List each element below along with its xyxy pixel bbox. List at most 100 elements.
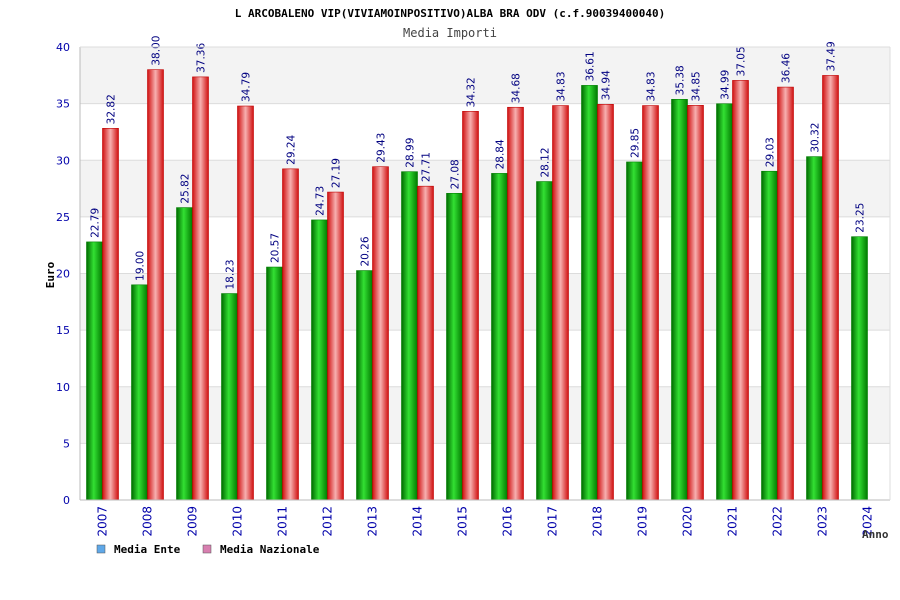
chart-subtitle: Media Importi (403, 26, 497, 40)
bar-media-ente (446, 193, 463, 501)
data-label-media-nazionale: 34.83 (646, 71, 658, 101)
bar-media-nazionale (687, 105, 704, 501)
data-label-media-ente: 20.57 (270, 233, 282, 263)
data-label-media-nazionale: 27.19 (331, 158, 343, 188)
bar-media-nazionale (507, 106, 524, 501)
data-label-media-nazionale: 37.05 (736, 46, 748, 76)
data-label-media-ente: 24.73 (315, 186, 327, 216)
legend-label-media-ente: Media Ente (114, 543, 181, 556)
data-label-media-nazionale: 29.24 (286, 134, 298, 164)
legend-label-media-nazionale: Media Nazionale (220, 543, 320, 556)
bar-media-nazionale (102, 128, 119, 501)
data-label-media-nazionale: 34.83 (556, 71, 568, 101)
plot-band (80, 273, 890, 331)
x-tick-label: 2008 (141, 506, 155, 537)
y-tick-label: 20 (56, 268, 70, 281)
bar-media-ente (266, 266, 283, 501)
bar-media-ente (131, 284, 148, 501)
bar-media-nazionale (732, 80, 749, 501)
bar-media-nazionale (777, 86, 794, 501)
bar-media-ente (626, 161, 643, 501)
data-label-media-ente: 20.26 (360, 236, 372, 266)
y-tick-label: 0 (63, 494, 70, 507)
bar-media-nazionale (237, 105, 254, 501)
legend-swatch-media-nazionale (202, 544, 212, 554)
data-label-media-nazionale: 37.36 (196, 43, 208, 73)
data-label-media-ente: 28.84 (495, 139, 507, 169)
y-axis-label: Euro (44, 261, 57, 288)
x-tick-label: 2024 (861, 506, 875, 537)
x-axis-label: Anno (862, 528, 889, 541)
data-label-media-ente: 22.79 (90, 208, 102, 238)
x-tick-label: 2014 (411, 506, 425, 537)
x-tick-label: 2013 (366, 506, 380, 537)
bar-media-nazionale (462, 111, 479, 501)
bar-media-ente (356, 270, 373, 501)
data-label-media-nazionale: 34.32 (466, 77, 478, 107)
x-tick-label: 2021 (726, 506, 740, 537)
bar-media-ente (806, 156, 823, 501)
x-tick-label: 2022 (771, 506, 785, 537)
bar-media-ente (581, 85, 598, 501)
data-label-media-ente: 36.61 (585, 51, 597, 81)
bar-media-nazionale (822, 75, 839, 501)
x-tick-label: 2007 (96, 506, 110, 537)
bar-media-ente (176, 207, 193, 501)
data-label-media-ente: 35.38 (675, 65, 687, 95)
plot-background (80, 47, 890, 500)
plot-band (80, 216, 890, 274)
bar-media-ente (401, 171, 418, 501)
data-label-media-ente: 25.82 (180, 174, 192, 204)
bar-media-nazionale (327, 191, 344, 501)
legend: Media Ente Media Nazionale (96, 543, 320, 556)
plot-band (80, 160, 890, 217)
data-label-media-ente: 29.85 (630, 128, 642, 158)
bar-media-nazionale (147, 69, 164, 501)
x-tick-label: 2018 (591, 506, 605, 537)
bar-media-ente (851, 236, 868, 501)
data-label-media-ente: 28.12 (540, 147, 552, 177)
data-label-media-ente: 34.99 (720, 70, 732, 100)
data-label-media-nazionale: 29.43 (376, 133, 388, 163)
y-axis-ticks: 0 5 10 15 20 25 30 35 40 (56, 41, 70, 507)
data-label-media-ente: 30.32 (810, 123, 822, 153)
data-label-media-ente: 27.08 (450, 159, 462, 189)
bar-media-nazionale (372, 166, 389, 501)
data-label-media-nazionale: 32.82 (106, 94, 118, 124)
data-label-media-nazionale: 34.79 (241, 72, 253, 102)
y-tick-label: 30 (56, 154, 70, 167)
x-tick-label: 2012 (321, 506, 335, 537)
x-tick-label: 2016 (501, 506, 515, 537)
bar-media-nazionale (417, 185, 434, 501)
bar-media-ente (491, 173, 508, 501)
y-tick-label: 5 (63, 437, 70, 450)
data-label-media-nazionale: 27.71 (421, 152, 433, 182)
data-label-media-nazionale: 36.46 (781, 53, 793, 83)
bar-media-nazionale (552, 105, 569, 501)
bar-media-nazionale (192, 76, 209, 501)
x-tick-label: 2011 (276, 506, 290, 537)
data-label-media-ente: 23.25 (855, 203, 867, 233)
legend-swatch-media-ente (96, 544, 106, 554)
y-tick-label: 35 (56, 98, 70, 111)
plot-band (80, 386, 890, 444)
data-label-media-nazionale: 34.94 (601, 70, 613, 100)
data-label-media-nazionale: 37.49 (826, 41, 838, 71)
x-axis-ticks: 2007 2008 2009 2010 2011 2012 2013 2014 2015 2016… (96, 506, 875, 537)
data-label-media-ente: 28.99 (405, 138, 417, 168)
bar-media-nazionale (642, 105, 659, 501)
data-labels: 22.79 32.82 19.00 38.00 25.82 37.36 18.23 34.79… (90, 36, 867, 290)
x-tick-label: 2015 (456, 506, 470, 537)
x-tick-label: 2009 (186, 506, 200, 537)
bar-media-ente (716, 103, 733, 501)
axes (79, 46, 891, 501)
data-label-media-nazionale: 38.00 (151, 36, 163, 66)
x-tick-label: 2010 (231, 506, 245, 537)
plot-band (80, 47, 890, 104)
bar-media-ente (671, 99, 688, 501)
data-label-media-nazionale: 34.85 (691, 71, 703, 101)
data-label-media-ente: 19.00 (135, 251, 147, 281)
data-label-media-nazionale: 34.68 (511, 73, 523, 103)
data-label-media-ente: 18.23 (225, 259, 237, 289)
